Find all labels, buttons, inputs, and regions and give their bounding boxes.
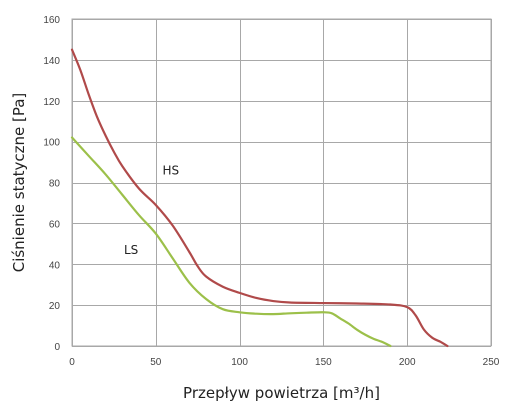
y-tick-label: 20 [49, 301, 61, 312]
y-tick-label: 80 [49, 179, 61, 190]
series-label-ls: LS [124, 243, 138, 257]
x-tick-label: 250 [483, 357, 500, 368]
y-axis-title: Ciśnienie statyczne [Pa] [10, 93, 28, 273]
x-tick-labels: 0 50 100 150 200 250 [69, 357, 500, 368]
y-tick-labels: 0 20 40 60 80 100 120 140 160 [43, 15, 60, 353]
x-tick-label: 150 [315, 357, 332, 368]
y-tick-label: 160 [43, 15, 60, 26]
y-tick-label: 60 [49, 219, 61, 230]
series-line-ls [70, 136, 392, 348]
x-axis-title: Przepływ powietrza [m³/h] [183, 384, 380, 402]
x-tick-label: 100 [231, 357, 248, 368]
series-annotations: HS LS [124, 163, 179, 257]
y-tick-label: 0 [54, 342, 60, 353]
x-tick-label: 200 [399, 357, 416, 368]
series-label-hs: HS [163, 163, 180, 177]
y-tick-label: 120 [43, 97, 60, 108]
y-tick-label: 40 [49, 260, 61, 271]
x-tick-label: 50 [150, 357, 162, 368]
y-tick-label: 100 [43, 138, 60, 149]
plot-frame [71, 18, 492, 347]
series-lines [70, 48, 449, 348]
y-tick-label: 140 [43, 56, 60, 67]
series-line-hs [70, 48, 449, 348]
x-tick-label: 0 [69, 357, 75, 368]
